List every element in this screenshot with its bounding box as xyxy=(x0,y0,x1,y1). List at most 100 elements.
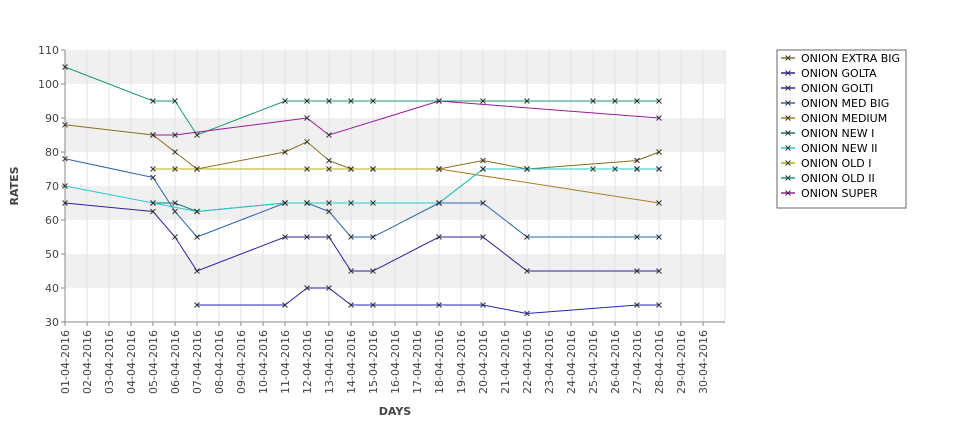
marker-stroke xyxy=(326,157,332,164)
marker-stroke xyxy=(326,166,332,172)
series-line xyxy=(64,66,659,136)
marker-stroke xyxy=(656,115,662,121)
series-line xyxy=(153,100,660,136)
legend-label: ONION NEW I xyxy=(801,127,874,140)
marker-stroke xyxy=(150,208,156,215)
x-tick-label: 14-04-2016 xyxy=(345,330,358,394)
marker-stroke xyxy=(150,200,156,206)
marker-stroke xyxy=(656,166,662,172)
x-tick-label: 03-04-2016 xyxy=(103,330,116,394)
marker-stroke xyxy=(172,98,178,104)
data-point xyxy=(480,302,486,308)
data-point xyxy=(348,234,354,240)
x-tick-label: 08-04-2016 xyxy=(213,330,226,394)
data-point xyxy=(326,98,332,104)
data-point xyxy=(656,200,662,206)
data-point xyxy=(436,200,442,206)
marker-stroke xyxy=(326,208,332,215)
x-tick-label: 27-04-2016 xyxy=(631,330,644,394)
data-point xyxy=(282,149,288,155)
data-point xyxy=(304,138,310,145)
marker-stroke xyxy=(282,234,288,240)
marker-stroke xyxy=(370,234,376,240)
marker-stroke xyxy=(150,166,156,172)
data-point xyxy=(326,166,332,172)
marker-stroke xyxy=(172,149,178,155)
data-point xyxy=(194,268,200,274)
marker-stroke xyxy=(524,310,530,317)
marker-stroke xyxy=(194,166,200,172)
marker-stroke xyxy=(326,98,332,104)
x-tick-label: 15-04-2016 xyxy=(367,330,380,394)
x-axis-title: DAYS xyxy=(379,405,412,418)
marker-stroke xyxy=(634,98,640,104)
marker-stroke xyxy=(656,149,662,155)
x-tick-label: 10-04-2016 xyxy=(257,330,270,394)
marker-stroke xyxy=(480,157,486,164)
marker-stroke xyxy=(436,200,442,206)
data-point xyxy=(172,98,178,104)
data-point xyxy=(194,208,200,215)
data-point xyxy=(348,200,354,206)
marker-stroke xyxy=(348,200,354,206)
data-point xyxy=(150,132,156,138)
legend-item: ONION GOLTI xyxy=(781,82,873,95)
data-point xyxy=(436,234,442,240)
marker-stroke xyxy=(304,138,310,145)
x-tick-label: 12-04-2016 xyxy=(301,330,314,394)
legend-label: ONION SUPER xyxy=(801,187,878,200)
x-axis-ticks: 01-04-2016 02-04-2016 03-04-2016 04-04-2016… xyxy=(59,322,710,394)
data-point xyxy=(370,166,376,172)
legend-marker xyxy=(785,100,791,106)
marker-stroke xyxy=(348,234,354,240)
data-point xyxy=(172,208,178,215)
marker-stroke xyxy=(326,200,332,206)
marker-stroke xyxy=(436,302,442,308)
marker-stroke xyxy=(656,200,662,206)
legend-item: ONION OLD I xyxy=(781,157,872,170)
data-point xyxy=(480,234,486,240)
data-point xyxy=(282,234,288,240)
data-point xyxy=(150,166,156,172)
data-point xyxy=(612,98,618,104)
marker-stroke xyxy=(634,157,640,164)
marker-stroke xyxy=(304,285,310,291)
x-tick-label: 26-04-2016 xyxy=(609,330,622,394)
marker-stroke xyxy=(634,166,640,172)
data-point xyxy=(634,166,640,172)
data-point xyxy=(656,115,662,121)
marker-stroke xyxy=(304,98,310,104)
data-point xyxy=(524,268,530,274)
legend-label: ONION MED BIG xyxy=(801,97,889,110)
marker-stroke xyxy=(172,208,178,215)
legend-item: ONION GOLTA xyxy=(781,67,877,80)
marker-stroke xyxy=(194,268,200,274)
marker-stroke xyxy=(194,208,200,215)
legend-marker xyxy=(785,55,791,61)
x-tick-label: 18-04-2016 xyxy=(433,330,446,394)
legend-marker xyxy=(785,115,791,121)
legend-marker xyxy=(785,175,791,181)
data-point xyxy=(656,166,662,172)
legend-label: ONION OLD I xyxy=(801,157,872,170)
data-point xyxy=(282,200,288,206)
data-point xyxy=(590,166,596,172)
data-point xyxy=(370,302,376,308)
data-point xyxy=(62,200,68,206)
data-point xyxy=(150,174,156,181)
data-point xyxy=(62,64,68,70)
x-tick-label: 25-04-2016 xyxy=(587,330,600,394)
x-tick-label: 05-04-2016 xyxy=(147,330,160,394)
marker-stroke xyxy=(326,285,332,291)
legend-label: ONION GOLTA xyxy=(801,67,877,80)
data-point xyxy=(656,302,662,308)
marker-stroke xyxy=(348,166,354,172)
y-tick-label: 50 xyxy=(45,248,59,261)
marker-stroke xyxy=(194,132,200,138)
marker-stroke xyxy=(172,200,178,206)
data-point xyxy=(172,234,178,240)
marker-stroke xyxy=(348,268,354,274)
x-tick-label: 23-04-2016 xyxy=(543,330,556,394)
data-point xyxy=(612,166,618,172)
y-tick-label: 40 xyxy=(45,282,59,295)
